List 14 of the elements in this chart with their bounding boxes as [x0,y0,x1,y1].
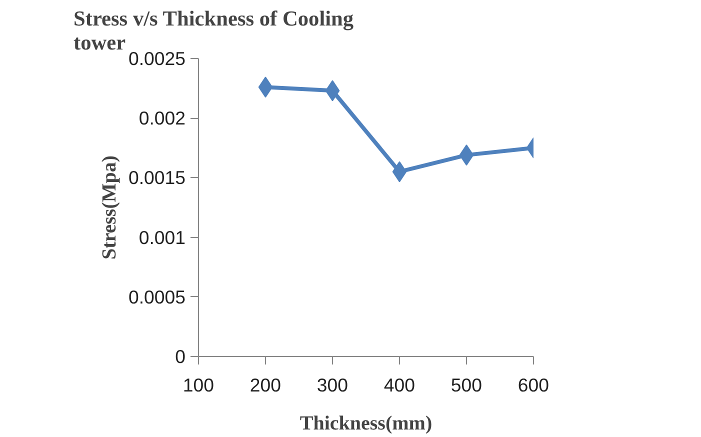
y-tick-label: 0 [175,346,186,367]
y-tick-label: 0.0025 [128,48,186,69]
x-tick-label: 500 [450,374,482,396]
x-tick-label: 300 [316,374,348,396]
x-tick-label: 200 [250,374,282,396]
y-axis-title: Stress(Mpa) [98,155,120,260]
y-tick-label: 0.0015 [128,167,186,188]
x-tick-label: 600 [518,374,550,396]
y-tick-label: 0.002 [138,108,186,129]
y-tick-label: 0.001 [138,226,186,248]
x-tick-label: 400 [384,374,416,396]
x-tick-label: 100 [182,374,214,396]
y-tick-label: 0.0005 [128,286,186,308]
x-axis-title: Thickness(mm) [300,412,432,434]
